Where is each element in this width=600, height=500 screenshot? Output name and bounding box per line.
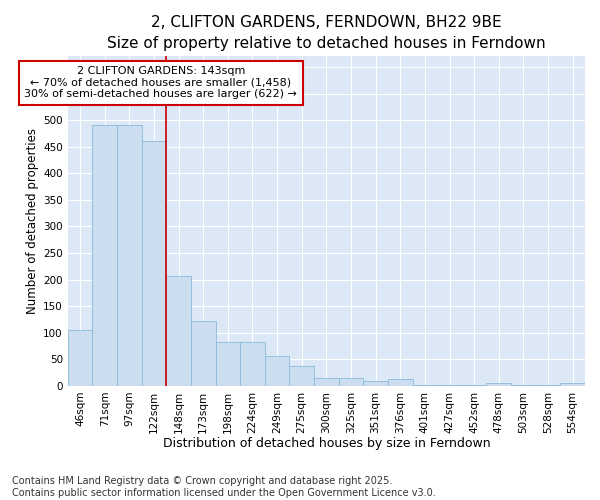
Text: Contains HM Land Registry data © Crown copyright and database right 2025.
Contai: Contains HM Land Registry data © Crown c…	[12, 476, 436, 498]
Bar	[364, 381, 388, 386]
Bar	[338, 378, 364, 386]
Bar	[560, 383, 585, 386]
Bar	[536, 385, 560, 386]
Bar	[511, 385, 536, 386]
Text: 2 CLIFTON GARDENS: 143sqm
← 70% of detached houses are smaller (1,458)
30% of se: 2 CLIFTON GARDENS: 143sqm ← 70% of detac…	[25, 66, 297, 100]
Bar	[166, 276, 191, 386]
Bar	[314, 378, 338, 386]
Bar	[388, 380, 413, 386]
Bar	[215, 342, 240, 386]
Bar	[142, 142, 166, 386]
Y-axis label: Number of detached properties: Number of detached properties	[26, 128, 39, 314]
Bar	[462, 385, 487, 386]
Bar	[92, 126, 117, 386]
Bar	[191, 321, 215, 386]
X-axis label: Distribution of detached houses by size in Ferndown: Distribution of detached houses by size …	[163, 437, 490, 450]
Bar	[68, 330, 92, 386]
Bar	[487, 383, 511, 386]
Bar	[265, 356, 289, 386]
Bar	[117, 126, 142, 386]
Bar	[240, 342, 265, 386]
Bar	[437, 385, 462, 386]
Title: 2, CLIFTON GARDENS, FERNDOWN, BH22 9BE
Size of property relative to detached hou: 2, CLIFTON GARDENS, FERNDOWN, BH22 9BE S…	[107, 15, 545, 51]
Bar	[413, 385, 437, 386]
Bar	[289, 366, 314, 386]
